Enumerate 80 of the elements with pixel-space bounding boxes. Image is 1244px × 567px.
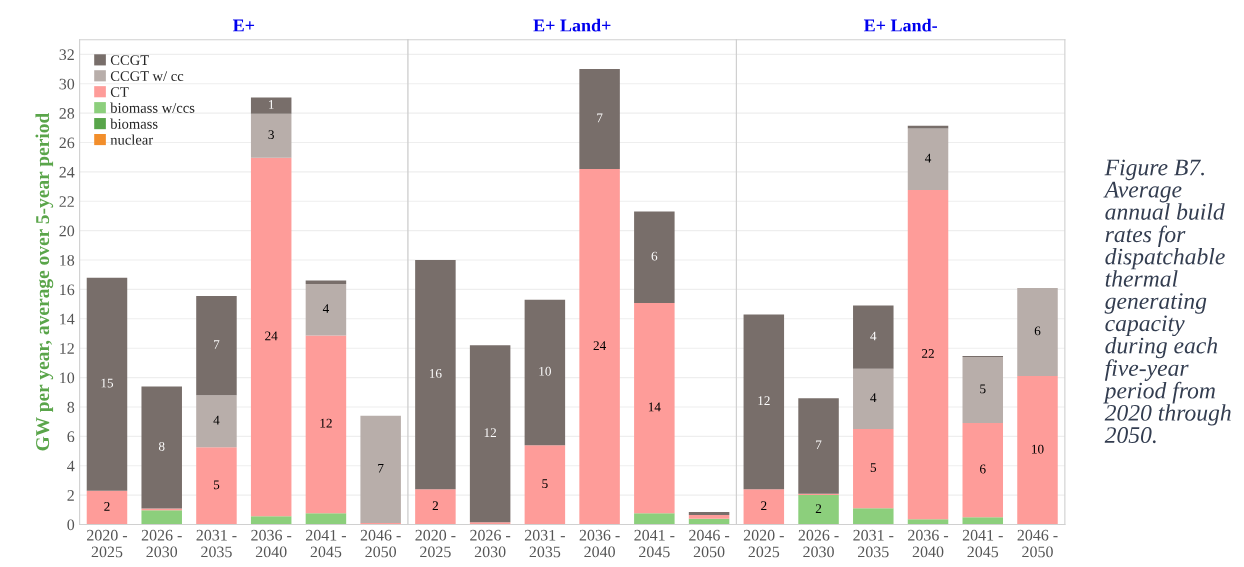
data-label: 10 [1032, 444, 1044, 454]
data-label: 22 [922, 349, 934, 358]
x-tick-label: 2031 - 2035 [524, 529, 565, 558]
y-tick-label: 12 [60, 343, 74, 354]
data-label: 2 [432, 501, 438, 511]
data-label: 14 [648, 402, 661, 412]
data-label: 4 [924, 153, 932, 163]
data-label: 2 [815, 504, 822, 513]
data-label: 5 [980, 384, 986, 394]
x-tick-label: 2046 - 2050 [1017, 529, 1058, 558]
chart-title: E+ Land+ [533, 18, 611, 32]
data-label: 2 [104, 502, 110, 511]
y-tick-label: 32 [59, 49, 74, 61]
y-tick-label: 18 [60, 254, 75, 266]
y-tick-label: 24 [59, 166, 75, 178]
x-tick-label: 2041 - 2045 [634, 529, 675, 558]
data-label: 4 [213, 415, 220, 425]
x-tick-label: 2026 - 2030 [470, 529, 511, 558]
x-tick-label: 2020 - 2025 [87, 529, 128, 558]
data-label: 6 [651, 251, 658, 261]
data-label: 4 [322, 304, 330, 313]
y-tick-label: 8 [67, 401, 75, 413]
data-label: 10 [539, 366, 551, 376]
legend-label: CCGT [110, 55, 149, 66]
y-tick-label: 20 [59, 225, 75, 237]
y-tick-label: 2 [67, 490, 74, 501]
y-tick-label: 14 [60, 313, 75, 325]
x-tick-label: 2026 - 2030 [798, 529, 839, 558]
y-tick-label: 4 [67, 460, 75, 472]
y-axis-title: GW per year, average over 5-year period [35, 112, 54, 451]
y-tick-label: 6 [67, 431, 75, 443]
data-label: 5 [213, 480, 220, 490]
legend-label: CT [110, 87, 129, 97]
y-tick-label: 22 [59, 196, 74, 207]
data-label: 6 [1034, 326, 1041, 336]
data-label: 4 [870, 393, 877, 403]
y-tick-label: 26 [59, 137, 75, 149]
x-tick-label: 2026 - 2030 [141, 529, 182, 558]
data-label: 3 [268, 130, 274, 140]
data-label: 5 [542, 479, 548, 489]
x-tick-label: 2046 - 2050 [689, 529, 730, 558]
chart-title: E+ [232, 19, 255, 32]
y-tick-label: 30 [59, 78, 75, 90]
data-label: 12 [320, 418, 332, 428]
x-tick-label: 2020 - 2025 [415, 529, 456, 558]
y-tick-label: 16 [60, 284, 75, 296]
data-label: 7 [816, 440, 822, 450]
data-label: 24 [593, 341, 606, 350]
data-label: 12 [758, 396, 770, 405]
text: Figure B7. Average annual build rates for dispatchable thermal generating capacity during each five-year period from 2020 through 2050. [1103, 159, 1231, 444]
data-label: 16 [429, 369, 442, 378]
legend-label: biomass w/ccs [110, 102, 195, 113]
chart-title: E+ Land- [863, 18, 937, 32]
x-tick-label: 2031 - 2035 [196, 529, 237, 558]
data-label: 6 [980, 464, 986, 474]
x-tick-label: 2041 - 2045 [962, 529, 1003, 558]
x-tick-label: 2031 - 2035 [853, 529, 894, 558]
y-tick-label: 28 [59, 108, 75, 119]
data-label: 4 [870, 331, 877, 341]
data-label: 12 [484, 428, 497, 437]
x-tick-label: 2036 - 2040 [908, 529, 949, 558]
data-label: 7 [597, 113, 603, 123]
data-label: 15 [101, 378, 114, 388]
data-label: 2 [761, 501, 767, 511]
y-tick-label: 10 [60, 372, 75, 384]
data-label: 24 [265, 331, 278, 341]
y-tick-label: 0 [67, 519, 75, 531]
x-tick-label: 2036 - 2040 [251, 529, 292, 558]
data-label: 5 [870, 463, 877, 472]
legend-label: biomass [110, 118, 158, 129]
x-tick-label: 2036 - 2040 [579, 529, 620, 558]
data-label: 8 [158, 441, 165, 451]
x-tick-label: 2046 - 2050 [360, 529, 401, 558]
x-tick-label: 2020 - 2025 [743, 529, 784, 558]
x-tick-label: 2041 - 2045 [306, 529, 346, 558]
legend-label: CCGT w/ cc [110, 71, 184, 81]
data-label: 7 [378, 463, 384, 473]
data-label: 7 [214, 340, 220, 349]
data-label: 1 [269, 100, 274, 109]
legend-label: nuclear [110, 134, 154, 145]
